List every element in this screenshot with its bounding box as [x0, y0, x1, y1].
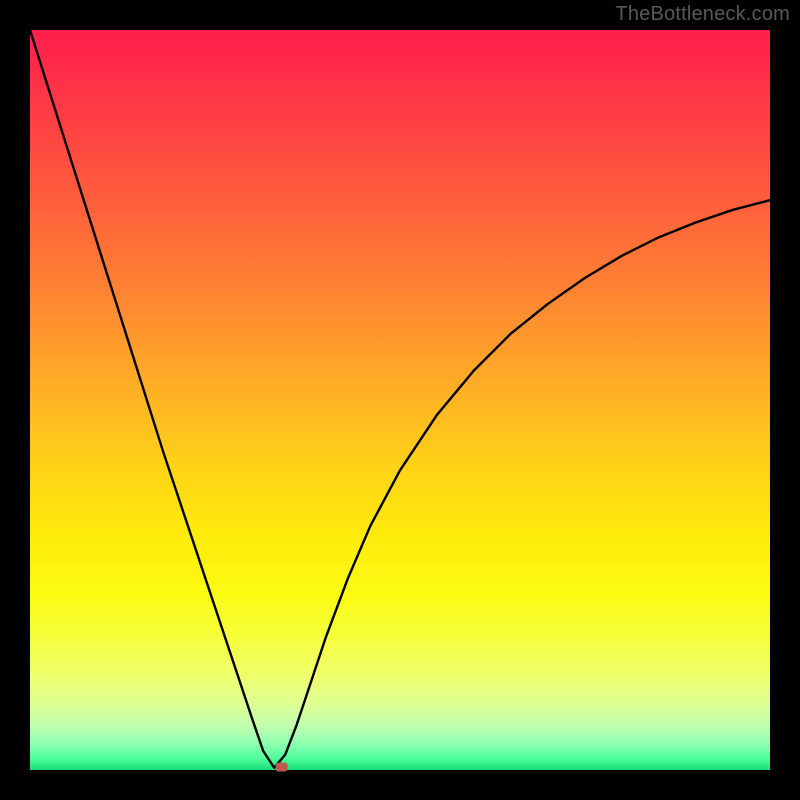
optimal-point-marker [276, 763, 288, 772]
bottleneck-curve-chart [0, 0, 800, 800]
gradient-background [30, 30, 770, 770]
chart-container: TheBottleneck.com [0, 0, 800, 800]
watermark-text: TheBottleneck.com [615, 3, 790, 26]
